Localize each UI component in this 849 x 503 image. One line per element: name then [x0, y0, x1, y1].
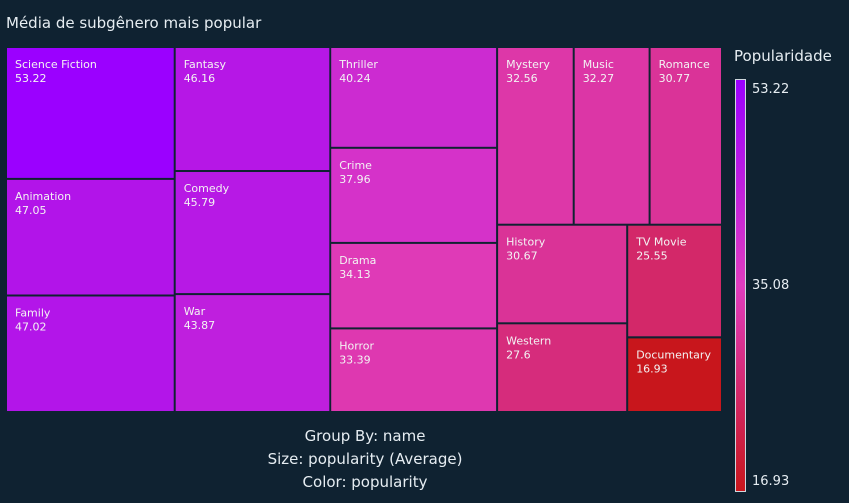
tile-rect-romance[interactable]: [650, 48, 721, 224]
tile-rect-tv-movie[interactable]: [628, 225, 721, 337]
tile-label-family: Family: [15, 307, 51, 320]
tile-rect-western[interactable]: [498, 324, 627, 411]
tile-value-drama: 34.13: [339, 268, 371, 281]
color-scale-max-label: 53.22: [752, 82, 790, 97]
tile-label-drama: Drama: [339, 254, 376, 267]
color-scale-bar: [735, 79, 746, 492]
footer-group-by: Group By: name: [304, 427, 426, 445]
tile-label-western: Western: [506, 334, 551, 347]
tile-label-comedy: Comedy: [184, 182, 230, 195]
tile-label-animation: Animation: [15, 190, 71, 203]
tile-rect-comedy[interactable]: [175, 172, 330, 294]
tile-rect-mystery[interactable]: [498, 48, 573, 224]
tile-label-war: War: [184, 305, 206, 318]
tile-rect-fantasy[interactable]: [175, 48, 330, 170]
tile-rect-history[interactable]: [498, 225, 627, 323]
tile-value-family: 47.02: [15, 321, 47, 334]
tile-value-thriller: 40.24: [339, 72, 371, 85]
tile-value-science-fiction: 53.22: [15, 72, 47, 85]
tile-value-music: 32.27: [583, 72, 615, 85]
tile-rect-war[interactable]: [175, 295, 330, 411]
tile-label-music: Music: [583, 58, 614, 71]
color-scale-min-label: 16.93: [752, 474, 790, 489]
tile-value-crime: 37.96: [339, 173, 371, 186]
chart-title: Média de subgênero mais popular: [6, 14, 262, 32]
treemap-chart: Science Fiction53.22Animation47.05Family…: [7, 48, 721, 412]
color-scale-mid-label: 35.08: [752, 278, 790, 293]
tile-label-crime: Crime: [339, 159, 372, 172]
tile-value-mystery: 32.56: [506, 72, 537, 85]
tile-value-history: 30.67: [506, 250, 537, 263]
footer-size: Size: popularity (Average): [267, 450, 463, 468]
tile-rect-science-fiction[interactable]: [7, 48, 174, 178]
tile-rect-thriller[interactable]: [331, 48, 497, 147]
legend-title: Popularidade: [734, 47, 832, 65]
tile-label-thriller: Thriller: [338, 58, 378, 71]
tile-value-tv-movie: 25.55: [636, 250, 668, 263]
tile-rect-family[interactable]: [7, 296, 174, 412]
tile-value-comedy: 45.79: [184, 196, 216, 209]
tile-label-history: History: [506, 236, 546, 249]
footer-color: Color: popularity: [302, 473, 428, 491]
tile-rect-music[interactable]: [574, 48, 649, 224]
tile-value-romance: 30.77: [659, 72, 691, 85]
tile-label-romance: Romance: [659, 58, 710, 71]
tile-label-fantasy: Fantasy: [184, 58, 227, 71]
tile-value-horror: 33.39: [339, 353, 371, 366]
tile-value-fantasy: 46.16: [184, 72, 216, 85]
tile-rect-documentary[interactable]: [628, 338, 721, 411]
tile-rect-horror[interactable]: [331, 329, 497, 411]
tile-value-animation: 47.05: [15, 204, 47, 217]
tile-label-tv-movie: TV Movie: [635, 236, 687, 249]
tile-label-science-fiction: Science Fiction: [15, 58, 97, 71]
tile-rect-drama[interactable]: [331, 243, 497, 328]
tile-value-war: 43.87: [184, 319, 216, 332]
tile-label-horror: Horror: [339, 339, 374, 352]
tile-rect-animation[interactable]: [7, 179, 174, 295]
tile-value-western: 27.6: [506, 348, 530, 361]
tile-label-documentary: Documentary: [636, 348, 711, 361]
tile-label-mystery: Mystery: [506, 58, 550, 71]
tile-value-documentary: 16.93: [636, 362, 668, 375]
tile-rect-crime[interactable]: [331, 148, 497, 242]
